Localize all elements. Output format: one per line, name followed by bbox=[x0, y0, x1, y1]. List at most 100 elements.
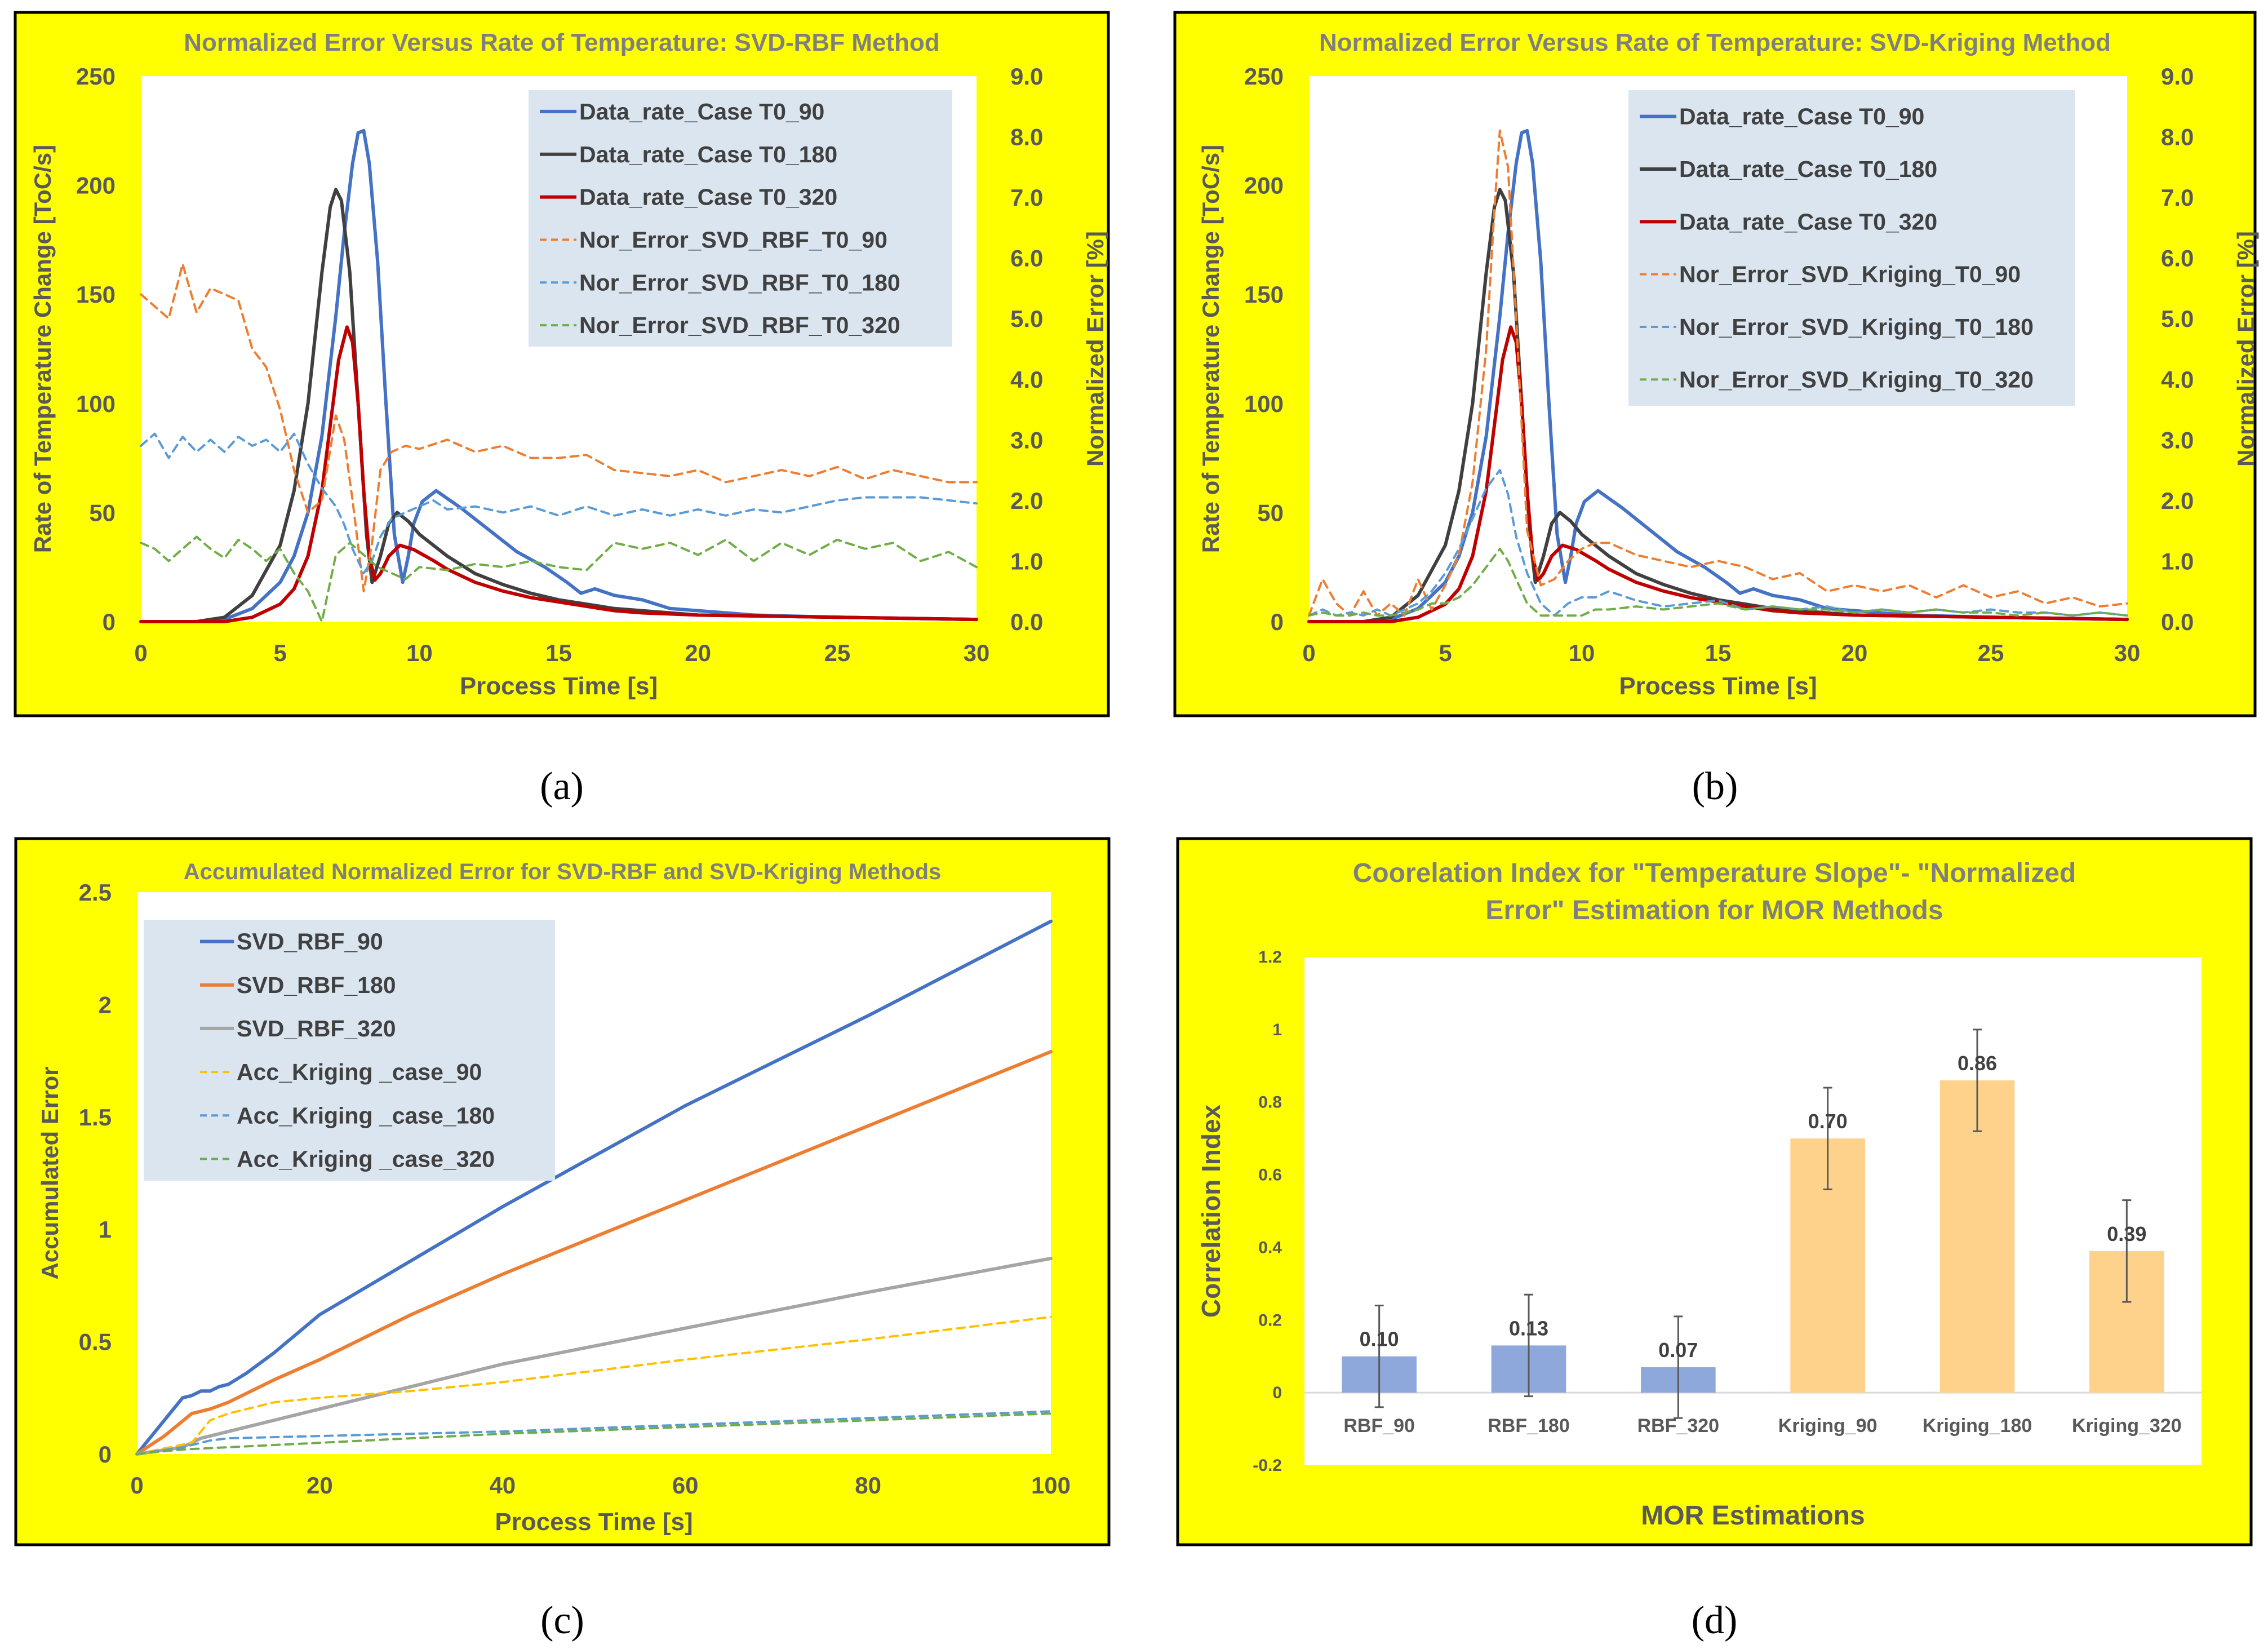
legend-label: Acc_Kriging _case_320 bbox=[237, 1146, 495, 1172]
x-tick-label: 0 bbox=[1302, 640, 1315, 666]
x-tick-label: 40 bbox=[489, 1472, 516, 1499]
legend-label: Data_rate_Case T0_180 bbox=[579, 141, 837, 167]
series-line-4 bbox=[136, 1315, 1052, 1455]
category-label: Kriging_180 bbox=[1923, 1415, 2032, 1437]
legend-label: Data_rate_Case T0_90 bbox=[579, 99, 824, 125]
y-tick-label: -0.2 bbox=[1253, 1456, 1282, 1475]
x-axis-label: Process Time [s] bbox=[460, 672, 658, 700]
chart-title-line-2: Error" Estimation for MOR Methods bbox=[1485, 896, 1943, 925]
x-tick-label: 60 bbox=[672, 1472, 699, 1499]
y2-tick-label: 2.0 bbox=[1010, 487, 1043, 514]
y2-tick-label: 9.0 bbox=[2161, 63, 2194, 90]
x-tick-label: 0 bbox=[130, 1472, 143, 1499]
y2-tick-label: 4.0 bbox=[2161, 366, 2194, 393]
caption-d: (d) bbox=[1692, 1599, 1738, 1642]
category-label: RBF_320 bbox=[1637, 1415, 1720, 1437]
data-label: 0.86 bbox=[1958, 1052, 1997, 1075]
y-tick-label: 1 bbox=[1272, 1021, 1282, 1039]
y-tick-label: 1.2 bbox=[1258, 948, 1282, 967]
chart-title-c: Accumulated Normalized Error for SVD-RBF… bbox=[184, 859, 942, 884]
legend-label: Acc_Kriging _case_90 bbox=[237, 1059, 482, 1085]
legend-label: Nor_Error_SVD_Kriging_T0_320 bbox=[1679, 366, 2034, 392]
x-tick-label: 5 bbox=[273, 640, 286, 666]
x-tick-label: 10 bbox=[1569, 640, 1595, 666]
y-tick-label: 2 bbox=[99, 991, 112, 1018]
y2-tick-label: 5.0 bbox=[2161, 305, 2194, 332]
caption-b: (b) bbox=[1692, 765, 1738, 808]
x-tick-label: 25 bbox=[824, 640, 850, 666]
y2-tick-label: 1.0 bbox=[1010, 548, 1043, 574]
x-tick-label: 25 bbox=[1978, 640, 2004, 666]
y-tick-label: 0.5 bbox=[79, 1329, 112, 1355]
y-axis-label: Rate of Temperature Change [ToC/s] bbox=[1197, 145, 1224, 553]
x-axis-label: Process Time [s] bbox=[1619, 672, 1817, 700]
x-axis-label: Process Time [s] bbox=[495, 1508, 693, 1536]
legend-label: SVD_RBF_320 bbox=[237, 1016, 396, 1041]
y-tick-label: 0 bbox=[1271, 609, 1284, 635]
series-line-6 bbox=[136, 1412, 1052, 1455]
series-line-1 bbox=[139, 128, 978, 623]
legend-b: Data_rate_Case T0_90 Data_rate_Case T0_18… bbox=[1628, 90, 2075, 406]
y2-tick-label: 1.0 bbox=[2161, 548, 2194, 574]
series-line-3 bbox=[1307, 325, 2129, 623]
y2-tick-label: 0.0 bbox=[2161, 609, 2194, 635]
caption-a: (a) bbox=[540, 765, 584, 808]
x-axis-label: MOR Estimations bbox=[1641, 1501, 1865, 1531]
y2-tick-label: 8.0 bbox=[2161, 124, 2194, 150]
series-line-1 bbox=[1307, 128, 2129, 623]
legend-label: Nor_Error_SVD_Kriging_T0_180 bbox=[1679, 314, 2034, 340]
series-line-2 bbox=[135, 1050, 1053, 1456]
y2-tick-label: 0.0 bbox=[1010, 609, 1043, 635]
y2-tick-label: 9.0 bbox=[1010, 63, 1043, 90]
series-line-6 bbox=[140, 535, 978, 623]
y-tick-label: 2.5 bbox=[79, 879, 112, 906]
category-label: RBF_90 bbox=[1343, 1415, 1415, 1437]
bar-Kriging_180 bbox=[1939, 1080, 2015, 1393]
legend-label: Acc_Kriging _case_180 bbox=[237, 1102, 495, 1128]
y2-tick-label: 7.0 bbox=[2161, 184, 2194, 211]
y-tick-label: 0.6 bbox=[1258, 1166, 1282, 1185]
data-label: 0.39 bbox=[2107, 1222, 2146, 1245]
x-tick-label: 0 bbox=[134, 640, 147, 666]
y2-tick-label: 6.0 bbox=[1010, 245, 1043, 272]
data-label: 0.70 bbox=[1808, 1110, 1848, 1133]
series-line-5 bbox=[140, 432, 978, 574]
y2-tick-label: 8.0 bbox=[1010, 124, 1043, 150]
series-line-2 bbox=[1307, 188, 2129, 623]
y-tick-label: 1.5 bbox=[79, 1104, 112, 1131]
y-tick-label: 200 bbox=[1244, 172, 1284, 199]
y-tick-label: 0 bbox=[99, 1441, 112, 1468]
x-tick-label: 100 bbox=[1031, 1472, 1071, 1499]
y-tick-label: 50 bbox=[1257, 499, 1284, 526]
x-tick-label: 30 bbox=[964, 640, 990, 666]
plot-area-d bbox=[1304, 957, 2202, 1465]
x-tick-label: 20 bbox=[685, 640, 711, 666]
legend-a: Data_rate_Case T0_90 Data_rate_Case T0_18… bbox=[529, 90, 952, 347]
data-label: 0.10 bbox=[1360, 1328, 1399, 1351]
legend-c: SVD_RBF_90 SVD_RBF_180 SVD_RBF_320 Acc_Krig… bbox=[144, 920, 555, 1181]
y-tick-label: 250 bbox=[1244, 63, 1284, 90]
y-tick-label: 150 bbox=[1244, 281, 1284, 308]
legend-label: Data_rate_Case T0_180 bbox=[1679, 156, 1937, 182]
x-tick-label: 20 bbox=[307, 1472, 333, 1499]
y-tick-label: 0 bbox=[103, 609, 116, 635]
y2-axis-label: Normalized Error [%] bbox=[2233, 231, 2259, 467]
series-line-1 bbox=[135, 919, 1053, 1456]
y2-tick-label: 3.0 bbox=[2161, 427, 2194, 453]
series-line-6 bbox=[1308, 547, 2128, 617]
legend-label: Nor_Error_SVD_Kriging_T0_90 bbox=[1679, 261, 2021, 287]
x-tick-label: 15 bbox=[545, 640, 572, 666]
chart-title-a: Normalized Error Versus Rate of Temperat… bbox=[184, 29, 939, 56]
y2-tick-label: 2.0 bbox=[2161, 487, 2194, 514]
y-axis-label: Correlation Index bbox=[1196, 1104, 1226, 1318]
legend-label: SVD_RBF_180 bbox=[237, 972, 396, 998]
legend-label: SVD_RBF_90 bbox=[237, 929, 383, 955]
chart-title-b: Normalized Error Versus Rate of Temperat… bbox=[1319, 29, 2111, 56]
x-tick-label: 80 bbox=[855, 1472, 881, 1499]
y-tick-label: 100 bbox=[76, 391, 116, 417]
y-tick-label: 0.8 bbox=[1258, 1093, 1282, 1112]
x-tick-label: 10 bbox=[406, 640, 433, 666]
series-line-2 bbox=[139, 188, 978, 623]
category-label: RBF_180 bbox=[1488, 1415, 1570, 1437]
